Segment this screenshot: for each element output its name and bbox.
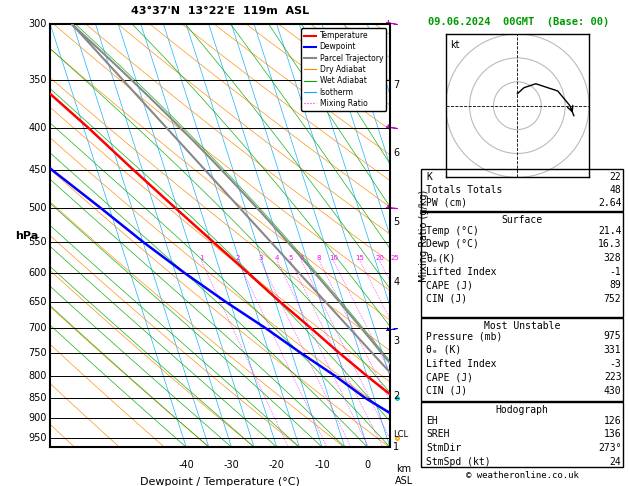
Text: Surface: Surface	[501, 215, 543, 225]
Text: StmSpd (kt): StmSpd (kt)	[426, 457, 491, 467]
Text: Most Unstable: Most Unstable	[484, 321, 560, 330]
Text: 331: 331	[604, 345, 621, 355]
Text: -10: -10	[314, 460, 330, 470]
Text: 400: 400	[28, 122, 47, 133]
Text: 136: 136	[604, 430, 621, 439]
Text: 89: 89	[610, 280, 621, 290]
Text: 350: 350	[28, 74, 47, 85]
Text: 600: 600	[28, 268, 47, 278]
Text: 21.4: 21.4	[598, 226, 621, 236]
Text: 1: 1	[393, 442, 399, 452]
Text: StmDir: StmDir	[426, 443, 462, 453]
Text: 48: 48	[610, 185, 621, 195]
Text: 450: 450	[28, 165, 47, 175]
Text: -3: -3	[610, 359, 621, 368]
Text: θₑ(K): θₑ(K)	[426, 253, 456, 263]
Text: 5: 5	[393, 217, 399, 226]
Text: 430: 430	[604, 386, 621, 396]
Text: 900: 900	[28, 414, 47, 423]
Text: 2.64: 2.64	[598, 198, 621, 208]
Text: Totals Totals: Totals Totals	[426, 185, 503, 195]
Text: 1: 1	[199, 255, 204, 261]
Text: θₑ (K): θₑ (K)	[426, 345, 462, 355]
Text: 550: 550	[28, 237, 47, 247]
Text: -20: -20	[269, 460, 285, 470]
Text: 5: 5	[288, 255, 292, 261]
Text: 7: 7	[393, 80, 399, 90]
Text: 22: 22	[610, 173, 621, 182]
Text: PW (cm): PW (cm)	[426, 198, 467, 208]
Text: Dewpoint / Temperature (°C): Dewpoint / Temperature (°C)	[140, 477, 300, 486]
Text: Temp (°C): Temp (°C)	[426, 226, 479, 236]
Text: 25: 25	[391, 255, 399, 261]
Text: 09.06.2024  00GMT  (Base: 00): 09.06.2024 00GMT (Base: 00)	[428, 17, 610, 27]
Legend: Temperature, Dewpoint, Parcel Trajectory, Dry Adiabat, Wet Adiabat, Isotherm, Mi: Temperature, Dewpoint, Parcel Trajectory…	[301, 28, 386, 111]
Text: EH: EH	[426, 416, 438, 426]
Text: km
ASL: km ASL	[394, 464, 413, 486]
Text: 700: 700	[28, 323, 47, 333]
Text: 752: 752	[604, 294, 621, 304]
Text: 16.3: 16.3	[598, 240, 621, 249]
Text: CAPE (J): CAPE (J)	[426, 280, 474, 290]
Text: -40: -40	[178, 460, 194, 470]
Text: CAPE (J): CAPE (J)	[426, 372, 474, 382]
Text: LCL: LCL	[393, 430, 408, 438]
Text: 750: 750	[28, 348, 47, 358]
Text: 0: 0	[364, 460, 370, 470]
Text: 850: 850	[28, 393, 47, 403]
Text: 300: 300	[28, 19, 47, 29]
Text: 223: 223	[604, 372, 621, 382]
Text: 15: 15	[355, 255, 364, 261]
Text: 975: 975	[604, 331, 621, 341]
Text: Mixing Ratio (g/kg): Mixing Ratio (g/kg)	[419, 190, 429, 282]
Text: 6: 6	[299, 255, 304, 261]
Text: 2: 2	[393, 391, 399, 401]
Text: Hodograph: Hodograph	[496, 405, 548, 415]
Text: SREH: SREH	[426, 430, 450, 439]
Text: 24: 24	[610, 457, 621, 467]
Text: CIN (J): CIN (J)	[426, 386, 467, 396]
Text: 2: 2	[236, 255, 240, 261]
Text: -30: -30	[223, 460, 240, 470]
Text: 3: 3	[393, 336, 399, 346]
Text: Lifted Index: Lifted Index	[426, 359, 497, 368]
Text: 20: 20	[375, 255, 384, 261]
Text: 6: 6	[393, 148, 399, 158]
Text: 950: 950	[28, 433, 47, 443]
Text: 800: 800	[28, 371, 47, 381]
Text: 273°: 273°	[598, 443, 621, 453]
Text: © weatheronline.co.uk: © weatheronline.co.uk	[465, 471, 579, 480]
Text: 126: 126	[604, 416, 621, 426]
Text: -1: -1	[610, 267, 621, 277]
Text: 500: 500	[28, 203, 47, 212]
Text: 650: 650	[28, 296, 47, 307]
Text: 3: 3	[259, 255, 263, 261]
Text: 10: 10	[329, 255, 338, 261]
Text: CIN (J): CIN (J)	[426, 294, 467, 304]
Text: hPa: hPa	[15, 231, 38, 241]
Text: 4: 4	[275, 255, 279, 261]
Text: 328: 328	[604, 253, 621, 263]
Text: Dewp (°C): Dewp (°C)	[426, 240, 479, 249]
Text: 4: 4	[393, 277, 399, 287]
Text: 8: 8	[317, 255, 321, 261]
Text: K: K	[426, 173, 432, 182]
Text: kt: kt	[450, 40, 459, 50]
Text: 43°37'N  13°22'E  119m  ASL: 43°37'N 13°22'E 119m ASL	[131, 6, 309, 16]
Text: Pressure (mb): Pressure (mb)	[426, 331, 503, 341]
Text: Lifted Index: Lifted Index	[426, 267, 497, 277]
